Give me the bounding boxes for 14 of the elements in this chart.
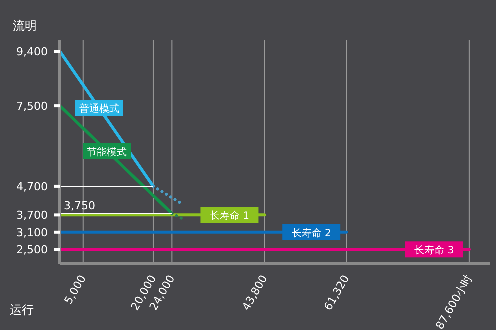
y-axis-title: 流明 (13, 19, 37, 33)
x-axis-title: 运行 (10, 303, 34, 317)
series-label: 节能模式 (87, 146, 128, 158)
y-tick-label: 7,500 (16, 100, 48, 114)
y-tick-label: 3,100 (16, 226, 48, 240)
series-label: 长寿命 3 (414, 244, 454, 257)
series-label: 长寿命 1 (210, 210, 250, 222)
series-label: 普通模式 (79, 103, 120, 116)
y-tick-label: 4,700 (16, 180, 48, 194)
ref-line-label: 3,750 (64, 200, 96, 213)
y-tick-label: 9,400 (16, 45, 48, 58)
series-label: 长寿命 2 (292, 227, 332, 240)
y-tick-label: 2,500 (16, 244, 48, 257)
y-tick-label: 3,700 (16, 209, 48, 222)
